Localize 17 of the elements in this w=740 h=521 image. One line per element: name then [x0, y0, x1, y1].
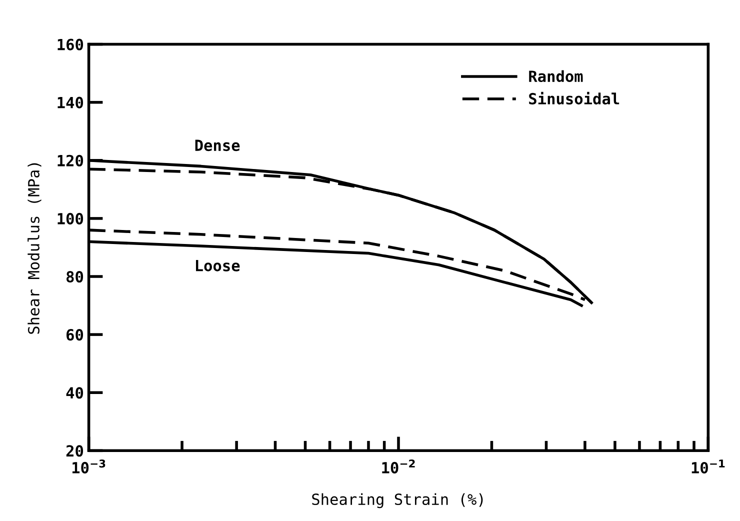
y-tick-label: 60: [66, 329, 84, 341]
y-tick-label: 120: [58, 154, 84, 166]
legend-label: Sinusoidal: [529, 92, 620, 104]
x-tick-label: 10$^{−1}$: [692, 460, 725, 474]
y-tick-label: 20: [66, 445, 84, 457]
x-tick-label: 10$^{−2}$: [382, 459, 415, 474]
x-axis-title: Shearing Strain (%): [312, 493, 483, 508]
y-tick-label: 80: [66, 270, 84, 283]
legend-label: Random: [529, 70, 583, 82]
y-tick-label: 40: [66, 387, 84, 399]
y-tick-label: 140: [58, 96, 84, 108]
y-tick-label: 160: [58, 38, 84, 50]
y-tick-label: 100: [58, 212, 84, 224]
y-axis-title: Shear Modulus (MPa): [28, 163, 42, 334]
annotation: Dense: [195, 140, 240, 152]
annotation: Loose: [196, 260, 240, 272]
x-tick-label: 10$^{−3}$: [72, 459, 106, 474]
